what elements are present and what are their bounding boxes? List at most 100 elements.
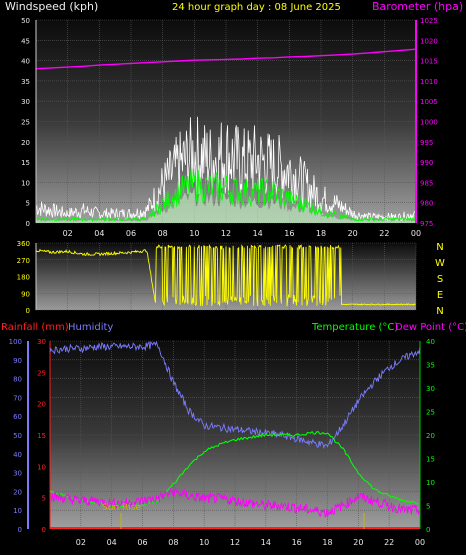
rainfall-tick-label: 5 — [42, 495, 46, 503]
compass-label: N — [436, 306, 443, 317]
barometer-line — [35, 48, 417, 70]
temperature-tick-label: 25 — [426, 409, 435, 417]
direction-tick-label: 180 — [17, 274, 30, 282]
temperature-hour-ticks: 02 04 06 08 10 12 14 16 18 20 22 00 — [76, 538, 425, 547]
humidity-tick-label: 20 — [13, 488, 22, 496]
humidity-tick-label: 60 — [13, 413, 22, 421]
wind-tick-label: 25 — [21, 119, 30, 127]
compass-label: W — [435, 258, 445, 269]
barometer-tick-label: 985 — [420, 179, 433, 187]
hour-tick-label: 14 — [261, 538, 271, 547]
humidity-tick-label: 90 — [13, 357, 22, 365]
hour-tick-label: 04 — [107, 538, 117, 547]
direction-series — [35, 244, 416, 307]
temperature-tick-label: 35 — [426, 362, 435, 370]
compass-label: E — [437, 290, 443, 301]
barometer-tick-label: 1025 — [420, 17, 438, 25]
rainfall-tick-label: 15 — [37, 432, 46, 440]
hour-tick-label: 22 — [379, 229, 389, 238]
barometer-tick-label: 990 — [420, 159, 433, 167]
direction-tick-label: 90 — [21, 290, 30, 298]
temperature-tick-label: 0 — [426, 526, 430, 534]
humidity-tick-label: 100 — [9, 338, 22, 346]
rainfall-tick-label: 0 — [42, 526, 46, 534]
humidity-axis-title: Humidity — [68, 322, 113, 333]
wind-tick-label: 10 — [21, 179, 30, 187]
rainfall-axis-title: Rainfall (mm) — [1, 322, 69, 333]
hour-tick-label: 08 — [168, 538, 178, 547]
dewpoint-axis-title: Dew Point (°C) — [395, 322, 466, 333]
wind-series — [35, 48, 417, 223]
hour-tick-label: 14 — [253, 229, 263, 238]
temperature-tick-label: 10 — [426, 479, 435, 487]
hour-tick-label: 10 — [189, 229, 199, 238]
hour-tick-label: 20 — [348, 229, 358, 238]
humidity-tick-label: 40 — [13, 451, 22, 459]
barometer-tick-label: 980 — [420, 200, 433, 208]
hour-tick-label: 02 — [76, 538, 86, 547]
wind-tick-label: 20 — [21, 139, 30, 147]
compass-label: N — [436, 242, 443, 253]
barometer-axis-title: Barometer (hpa) — [372, 0, 463, 13]
hour-tick-label: 06 — [137, 538, 147, 547]
dewpoint-line — [49, 486, 420, 518]
wind-tick-label: 40 — [21, 58, 30, 66]
compass-label: S — [437, 274, 443, 285]
direction-tick-label: 0 — [26, 307, 30, 315]
wind-gust-line — [35, 116, 416, 223]
barometer-tick-label: 1020 — [420, 37, 438, 45]
humidity-tick-label: 70 — [13, 394, 22, 402]
wind-tick-label: 30 — [21, 98, 30, 106]
temperature-tick-label: 40 — [426, 338, 435, 346]
wind-tick-label: 35 — [21, 78, 30, 86]
rainfall-tick-label: 30 — [37, 338, 46, 346]
wind-tick-label: 5 — [26, 200, 30, 208]
humidity-tick-label: 80 — [13, 376, 22, 384]
hour-tick-label: 22 — [384, 538, 394, 547]
temperature-tick-label: 20 — [426, 432, 435, 440]
hour-tick-label: 08 — [158, 229, 168, 238]
wind-average-area — [36, 186, 416, 223]
hour-tick-label: 06 — [126, 229, 136, 238]
wind-hour-ticks: 02 04 06 08 10 12 14 16 18 20 22 00 — [63, 229, 422, 238]
humidity-tick-label: 30 — [13, 470, 22, 478]
barometer-tick-label: 1000 — [420, 119, 438, 127]
hour-tick-label: 12 — [221, 229, 231, 238]
hour-tick-label: 12 — [230, 538, 240, 547]
rainfall-tick-label: 25 — [37, 369, 46, 377]
graph-title: 24 hour graph day : 08 June 2025 — [172, 2, 341, 13]
wind-average-line — [35, 168, 416, 223]
hour-tick-label: 20 — [353, 538, 363, 547]
barometer-axis-ticks: 975 980 985 990 995 1000 1005 1010 1015 1020 1025 — [420, 17, 438, 228]
direction-tick-label: 360 — [17, 240, 30, 248]
direction-axis-ticks: 0 90 180 270 360 — [17, 240, 30, 315]
hour-tick-label: 00 — [415, 538, 425, 547]
humidity-tick-label: 0 — [18, 526, 22, 534]
rainfall-tick-label: 20 — [37, 401, 46, 409]
rainfall-axis-ticks: 0 5 10 15 20 25 30 — [37, 338, 46, 534]
sunrise-label: Sun Rise — [102, 503, 141, 513]
rainfall-tick-label: 10 — [37, 463, 46, 471]
wind-direction-line — [35, 244, 416, 307]
hour-tick-label: 18 — [316, 229, 326, 238]
hour-tick-label: 00 — [411, 229, 421, 238]
temperature-tick-label: 5 — [426, 503, 430, 511]
humidity-tick-label: 10 — [13, 507, 22, 515]
barometer-tick-label: 1010 — [420, 78, 438, 86]
humidity-line — [49, 340, 421, 450]
temperature-tick-label: 15 — [426, 456, 435, 464]
hour-tick-label: 16 — [292, 538, 302, 547]
hour-tick-label: 16 — [284, 229, 294, 238]
wind-tick-label: 50 — [21, 17, 30, 25]
hour-tick-label: 10 — [199, 538, 209, 547]
wind-tick-label: 0 — [26, 220, 30, 228]
wind-tick-label: 45 — [21, 37, 30, 45]
humidity-tick-label: 50 — [13, 432, 22, 440]
barometer-tick-label: 975 — [420, 220, 433, 228]
temperature-axis-title: Temperature (°C) — [311, 322, 398, 333]
wind-axis-ticks: 0 5 10 15 20 25 30 35 40 45 50 — [21, 17, 30, 228]
windspeed-axis-title: Windspeed (kph) — [5, 0, 98, 13]
hour-tick-label: 04 — [94, 229, 104, 238]
